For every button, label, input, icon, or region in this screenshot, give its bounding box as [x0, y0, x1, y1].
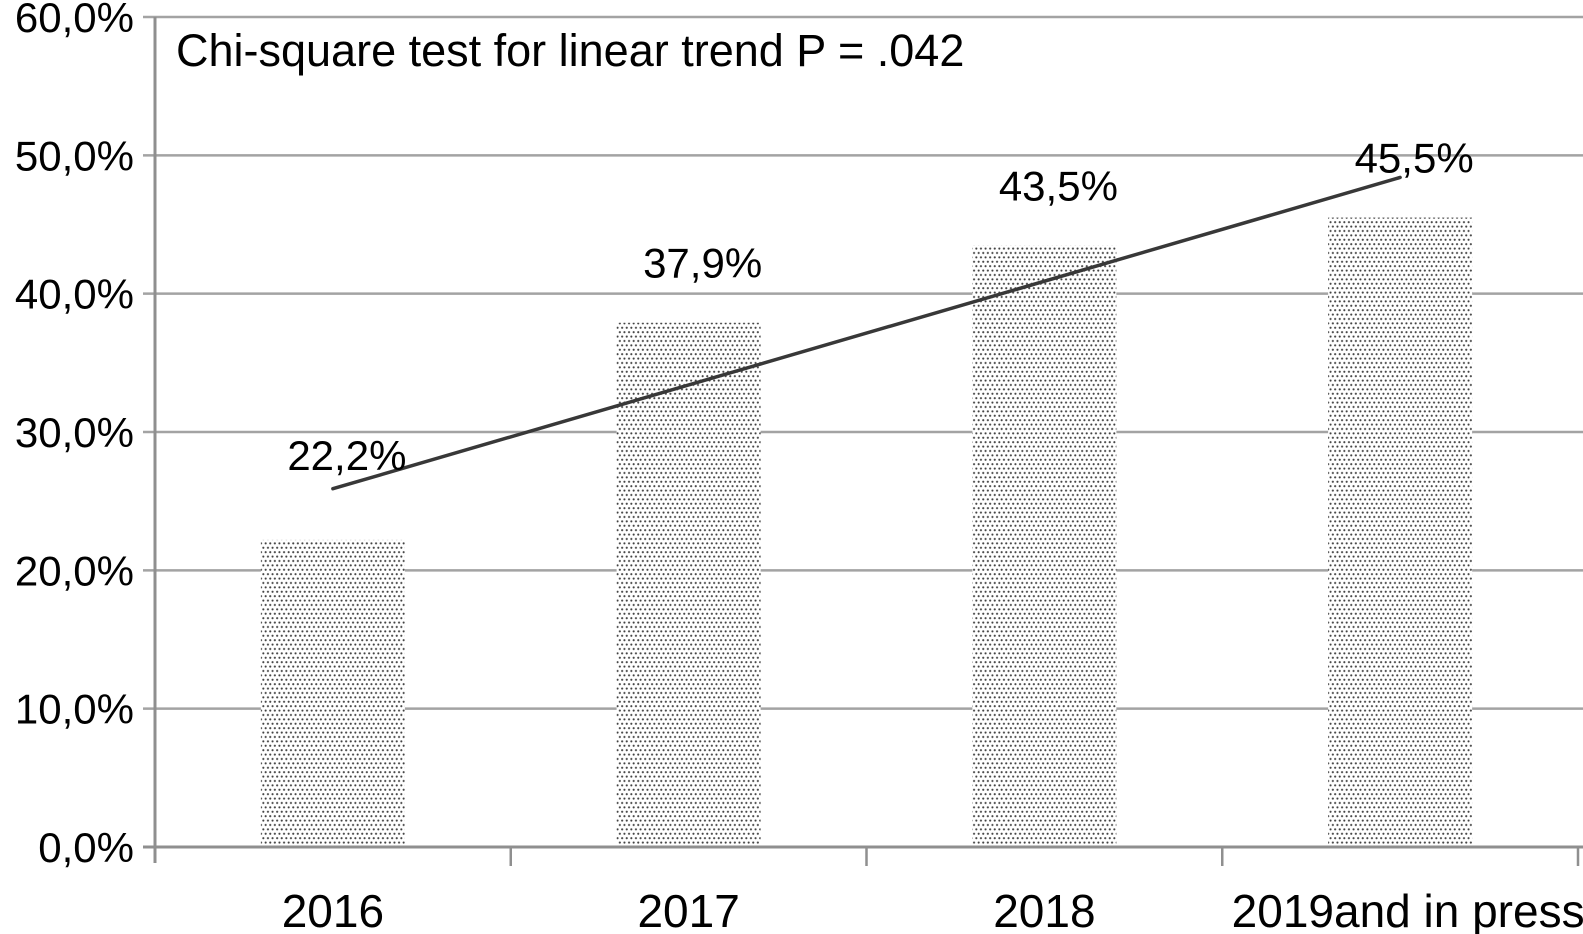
bar-value-label: 45,5%	[1355, 135, 1474, 182]
x-axis-label: 2016	[282, 885, 384, 934]
y-tick-label: 60,0%	[15, 0, 134, 41]
y-tick-label: 10,0%	[15, 686, 134, 733]
bar-value-label: 43,5%	[999, 162, 1118, 209]
bar-value-label: 37,9%	[643, 240, 762, 287]
x-axis-label: 2018	[993, 885, 1095, 934]
x-axis-label: 2017	[637, 885, 739, 934]
y-tick-label: 40,0%	[15, 271, 134, 318]
y-tick-label: 0,0%	[38, 824, 134, 871]
bar-2016	[260, 539, 405, 846]
bar-value-label: 22,2%	[287, 432, 406, 479]
bar-2017	[616, 322, 761, 846]
y-tick-label: 30,0%	[15, 409, 134, 456]
bar-2019and in press	[1328, 217, 1473, 846]
x-axis-label: 2019and in press	[1232, 885, 1583, 934]
chart-annotation: Chi-square test for linear trend P = .04…	[176, 25, 964, 76]
y-tick-label: 50,0%	[15, 132, 134, 179]
bar-2018	[972, 245, 1117, 846]
y-tick-label: 20,0%	[15, 547, 134, 594]
trend-line	[331, 175, 1402, 491]
